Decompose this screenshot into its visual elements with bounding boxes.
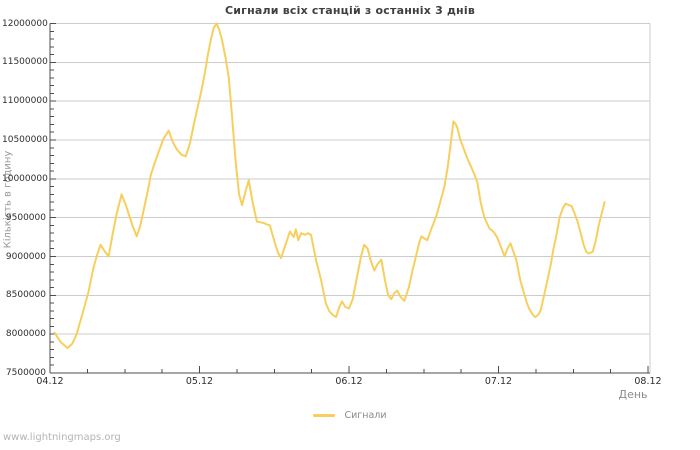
x-tick-label: 06.12 — [335, 376, 363, 387]
watermark-text: www.lightningmaps.org — [3, 432, 121, 443]
y-tick-label: 10500000 — [2, 135, 48, 145]
y-tick-label: 9000000 — [5, 251, 46, 262]
y-tick-label: 11000000 — [2, 96, 48, 107]
legend: Сигнали — [0, 410, 700, 421]
y-tick-label: 8500000 — [5, 290, 46, 301]
x-tick-label: 08.12 — [634, 376, 662, 387]
legend-line-swatch — [313, 414, 336, 417]
x-tick-label: 05.12 — [185, 376, 214, 387]
y-tick-label: 8000000 — [5, 329, 46, 340]
y-tick-label: 12000000 — [2, 18, 48, 29]
signals-series-line — [53, 22, 606, 350]
y-tick-label: 10000000 — [2, 173, 48, 184]
chart-title: Сигнали всіх станцій з останніх 3 днів — [225, 4, 475, 17]
y-tick-label: 11500000 — [2, 57, 48, 68]
x-axis-title: День — [618, 388, 648, 401]
y-tick-label: 7500000 — [5, 368, 46, 378]
y-tick-label: 9500000 — [5, 212, 46, 223]
x-tick-label: 07.12 — [484, 376, 513, 387]
legend-label: Сигнали — [344, 410, 387, 421]
x-tick-label: 04.12 — [36, 376, 64, 387]
